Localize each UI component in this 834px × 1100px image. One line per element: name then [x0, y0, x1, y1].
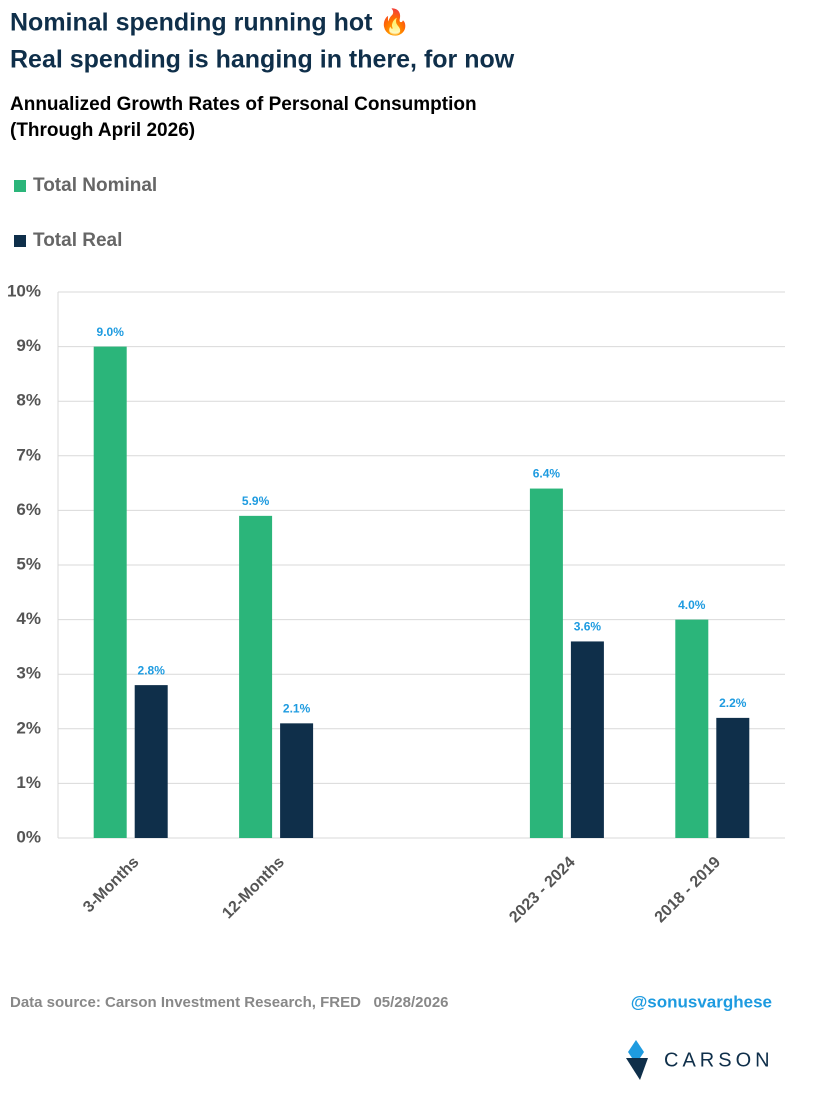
bar [529, 488, 563, 838]
x-tick-label: 2023 - 2024 [506, 854, 578, 926]
bar [93, 346, 127, 838]
value-label: 3.6% [574, 620, 602, 634]
y-tick-label: 10% [7, 281, 41, 300]
bar [134, 685, 168, 838]
x-tick-label: 12-Months [219, 854, 288, 923]
bar [716, 717, 750, 838]
source-note: Data source: Carson Investment Research,… [10, 994, 449, 1011]
bar [239, 515, 273, 838]
y-tick-label: 9% [16, 336, 41, 355]
y-tick-label: 8% [16, 391, 41, 410]
bar [675, 619, 709, 838]
y-tick-label: 3% [16, 664, 41, 683]
x-tick-label: 2018 - 2019 [652, 854, 724, 926]
chart-subtitle: (Through April 2026) [10, 120, 195, 141]
x-tick-label: 3-Months [80, 854, 142, 916]
chart-subtitle: Annualized Growth Rates of Personal Cons… [10, 94, 477, 115]
legend-swatch [14, 235, 26, 247]
y-tick-label: 7% [16, 445, 41, 464]
author-handle: @sonusvarghese [631, 992, 772, 1011]
y-tick-label: 1% [16, 773, 41, 792]
brand-name: CARSON [664, 1049, 774, 1071]
chart-title: Nominal spending running hot 🔥 [10, 8, 411, 37]
legend-label: Total Nominal [33, 175, 157, 196]
value-label: 4.0% [678, 598, 706, 612]
legend-label: Total Real [33, 230, 122, 251]
legend-swatch [14, 180, 26, 192]
brand-logo: CARSON [626, 1040, 774, 1080]
bar [570, 641, 604, 838]
y-tick-label: 5% [16, 554, 41, 573]
logo-mark [626, 1058, 648, 1080]
value-label: 2.1% [283, 702, 311, 716]
y-tick-label: 0% [16, 827, 41, 846]
value-label: 6.4% [533, 467, 561, 481]
value-label: 2.2% [719, 696, 747, 710]
value-label: 5.9% [242, 494, 270, 508]
y-tick-label: 6% [16, 500, 41, 519]
value-label: 2.8% [138, 663, 166, 677]
bar [280, 723, 314, 838]
y-tick-label: 2% [16, 718, 41, 737]
chart-title: Real spending is hanging in there, for n… [10, 46, 515, 74]
y-tick-label: 4% [16, 609, 41, 628]
value-label: 9.0% [97, 325, 125, 339]
